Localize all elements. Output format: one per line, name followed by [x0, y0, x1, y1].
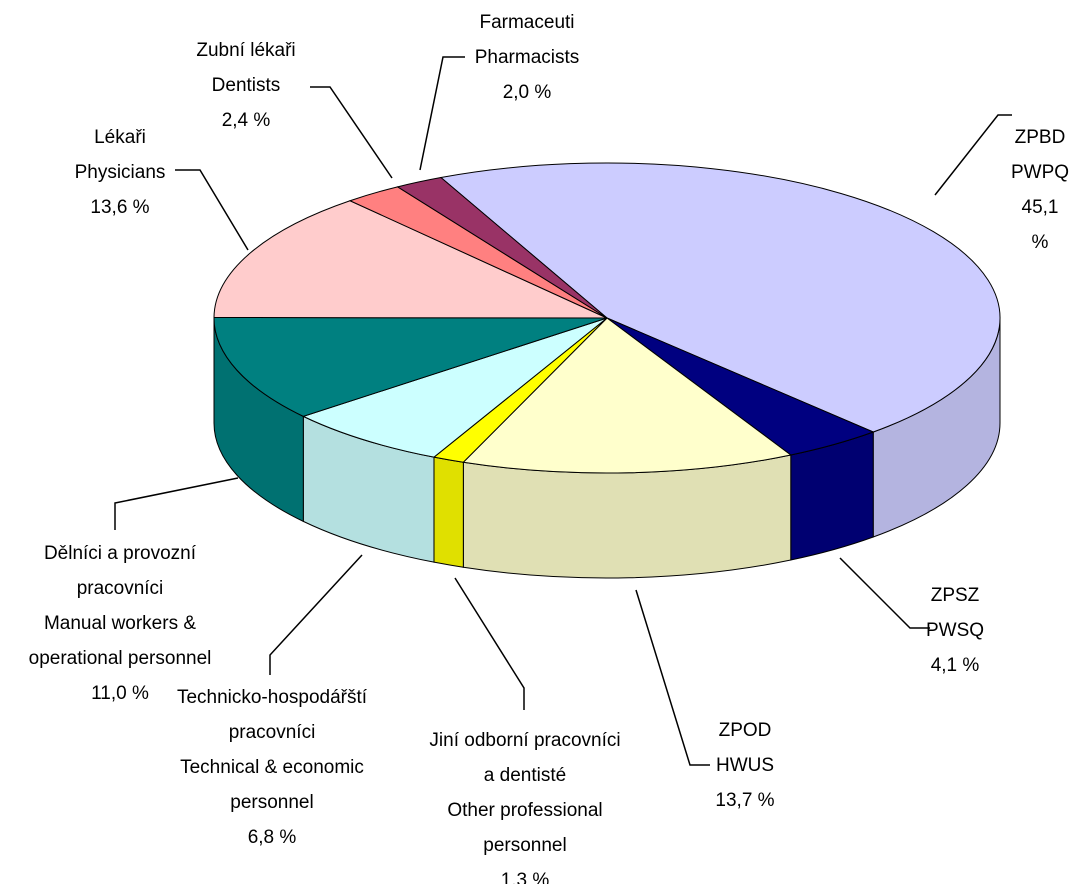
category-label: ZPOD HWUS	[715, 720, 775, 776]
slice-label: ZPOD HWUS 13,7 %	[715, 713, 774, 818]
value-label: 2,4 %	[221, 110, 271, 131]
category-label: Dělníci a provozní pracovníci Manual wor…	[28, 543, 212, 669]
value-label: 11,0 %	[91, 683, 149, 704]
value-label: 6,8 %	[247, 827, 297, 848]
category-label: ZPBD PWPQ	[1010, 127, 1070, 183]
slice-label: Lékaři Physicians 13,6 %	[75, 120, 166, 225]
leader-line	[454, 577, 525, 710]
leader-line	[635, 589, 710, 766]
slice	[462, 317, 792, 474]
slice-label: Technicko-hospodářští pracovníci Technic…	[177, 680, 367, 855]
value-label: 13,6 %	[90, 197, 150, 218]
slice-label: ZPBD PWPQ 45,1 %	[1011, 120, 1069, 260]
slice-label: Zubní lékaři Dentists 2,4 %	[196, 33, 295, 138]
category-label: Jiní odborní pracovníci a dentisté Other…	[429, 730, 621, 856]
leader-line	[419, 56, 465, 171]
leader-line	[934, 114, 1012, 196]
category-label: Zubní lékaři Dentists	[196, 40, 296, 96]
tops	[213, 162, 1001, 474]
leader-line	[269, 554, 363, 675]
category-label: Lékaři Physicians	[74, 127, 166, 183]
leader-line	[310, 86, 393, 179]
sides	[213, 317, 1001, 579]
slice	[213, 316, 608, 417]
slice	[213, 200, 608, 319]
leader-line	[114, 477, 239, 530]
slice-label: ZPSZ PWSQ 4,1 %	[926, 578, 984, 683]
slice-label: Dělníci a provozní pracovníci Manual wor…	[29, 536, 212, 711]
leader-line	[839, 557, 930, 629]
slice-label: Farmaceuti Pharmacists 2,0 %	[475, 5, 580, 110]
slice-label: Jiní odborní pracovníci a dentisté Other…	[429, 723, 620, 884]
leader-line	[175, 169, 249, 251]
category-label: Technicko-hospodářští pracovníci Technic…	[176, 687, 368, 813]
slice-side	[433, 456, 464, 568]
value-label: 1,3 %	[500, 870, 550, 884]
slice	[396, 176, 608, 319]
value-label: 4,1 %	[930, 655, 980, 676]
category-label: Farmaceuti Pharmacists	[474, 12, 580, 68]
slice-side	[462, 454, 792, 579]
value-label: 45,1 %	[1021, 197, 1059, 253]
slice	[301, 317, 608, 458]
category-label: ZPSZ PWSQ	[925, 585, 985, 641]
value-label: 2,0 %	[502, 82, 552, 103]
slice	[439, 162, 1001, 433]
value-label: 13,7 %	[715, 790, 775, 811]
